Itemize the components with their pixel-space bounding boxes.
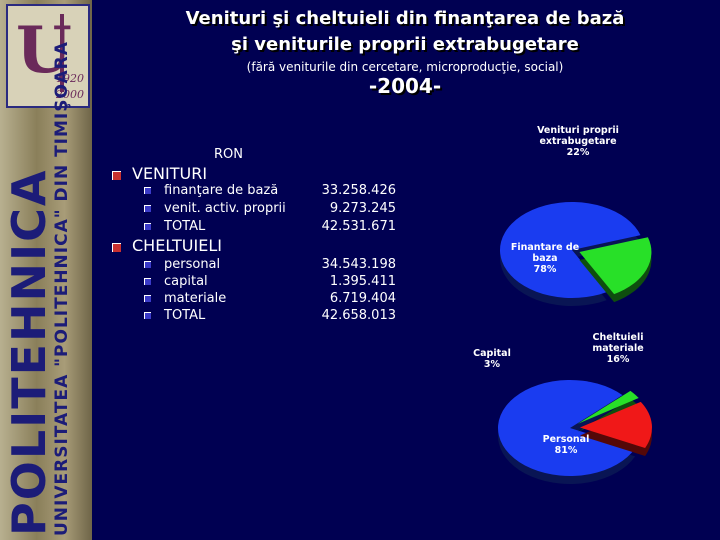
label-finantare: Finantare de baza 78% — [511, 242, 579, 275]
row-label: personal — [164, 257, 221, 272]
section-bullet — [112, 243, 121, 252]
row-label: TOTAL — [164, 219, 206, 234]
section-heading-cheltuieli: CHELTUIELI — [132, 236, 222, 255]
label-materiale: Cheltuieli materiale 16% — [592, 332, 643, 365]
slice-personal — [497, 380, 636, 477]
slice-capital — [577, 390, 639, 424]
label-venituri-proprii: Venituri proprii extrabugetare 22% — [537, 125, 619, 158]
slice-finantare — [500, 202, 641, 298]
slice-materiale — [579, 401, 652, 448]
row-value: 1.395.411 — [329, 274, 396, 289]
row-label: venit. activ. proprii — [164, 201, 286, 216]
section-bullet — [112, 171, 121, 180]
row-label: finanţare de bază — [164, 183, 279, 198]
logo-year-end: 2000 — [56, 88, 84, 101]
currency-unit: RON — [214, 147, 243, 162]
side-banner: U 1920 2000 POLITEHNICA UNIVERSITATEA "P… — [0, 0, 92, 540]
item-bullet — [144, 205, 151, 212]
year-label: -2004- — [368, 74, 442, 98]
item-bullet — [144, 223, 151, 230]
title-line-1: Venituri şi cheltuieli din finanţarea de… — [185, 8, 625, 29]
university-logo: U 1920 2000 — [6, 4, 90, 108]
row-label: capital — [164, 274, 208, 289]
row-value: 9.273.245 — [329, 201, 396, 216]
item-bullet — [144, 278, 151, 285]
row-value: 33.258.426 — [321, 183, 396, 198]
label-capital: Capital 3% — [473, 348, 511, 370]
section-heading-venituri: VENITURI — [132, 164, 208, 183]
item-bullet — [144, 187, 151, 194]
logo-bar — [60, 14, 64, 92]
item-bullet — [144, 312, 151, 319]
subtitle: (fără veniturile din cercetare, micropro… — [246, 60, 564, 74]
item-bullet — [144, 295, 151, 302]
title-line-2: şi veniturile proprii extrabugetare — [231, 34, 579, 55]
row-value: 6.719.404 — [329, 291, 396, 306]
row-value: 42.658.013 — [321, 308, 396, 323]
label-personal: Personal 81% — [543, 434, 590, 456]
row-label: TOTAL — [164, 308, 206, 323]
row-label: materiale — [164, 291, 227, 306]
row-value: 34.543.198 — [321, 257, 396, 272]
item-bullet — [144, 261, 151, 268]
logo-year-start: 1920 — [56, 72, 84, 85]
row-value: 42.531.671 — [321, 219, 396, 234]
slice-venituri-proprii — [579, 237, 652, 295]
